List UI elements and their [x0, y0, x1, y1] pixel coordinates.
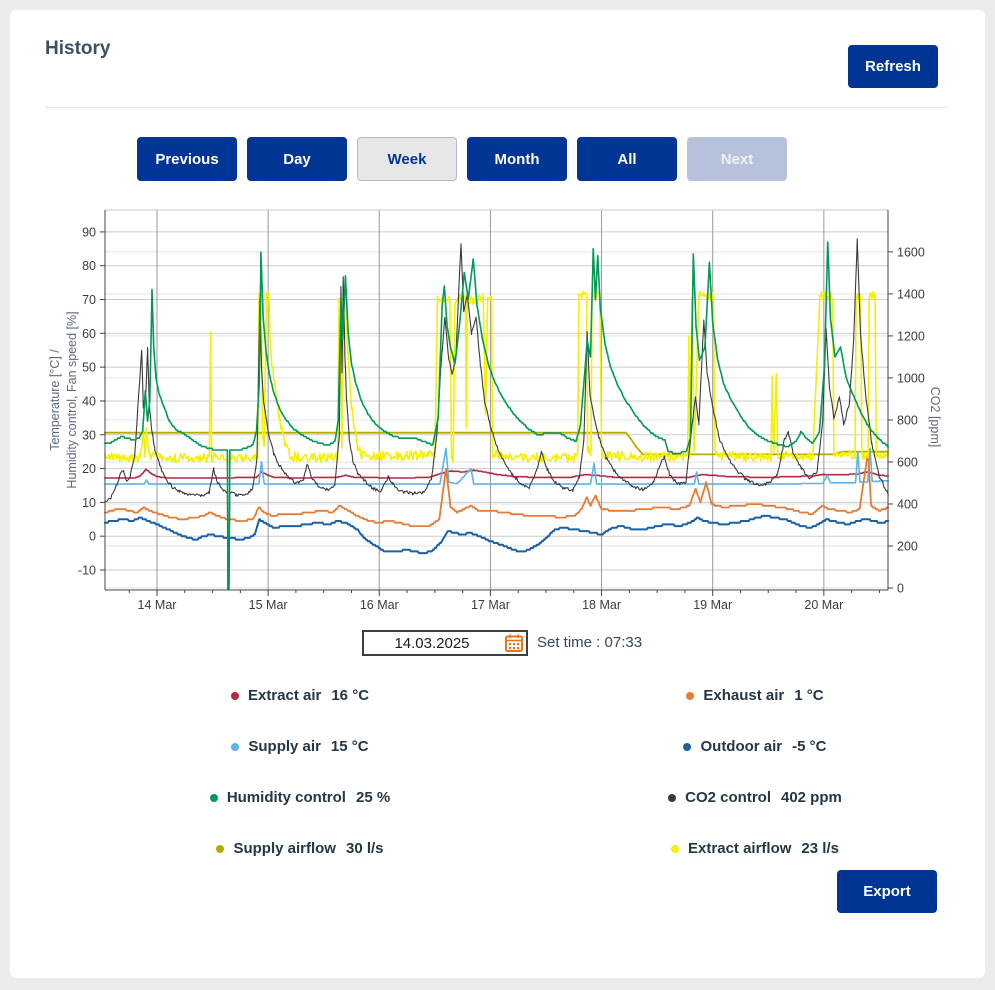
legend-item-supply-air: Supply air 15 °C	[90, 721, 510, 772]
set-time-label: Set time : 07:33	[537, 634, 643, 651]
date-picker	[362, 630, 528, 656]
co2-control-dot-icon	[668, 793, 677, 802]
chart-axes	[100, 209, 893, 596]
legend-label: CO2 control	[685, 789, 771, 806]
svg-text:18 Mar: 18 Mar	[582, 598, 621, 612]
svg-text:90: 90	[82, 225, 96, 239]
chart-series	[103, 238, 890, 591]
header-divider	[45, 107, 948, 108]
date-input[interactable]	[364, 632, 500, 654]
outdoor-air-dot-icon	[683, 742, 692, 751]
legend-value: 25 %	[355, 789, 391, 806]
svg-text:400: 400	[897, 497, 918, 511]
chart-grid	[105, 210, 888, 590]
svg-text:1600: 1600	[897, 245, 925, 259]
history-chart[interactable]: 90 80 70 60 50 40 30 20 10 0 -10 1600 1400 1200 1000 80…	[10, 195, 985, 645]
svg-text:30: 30	[82, 428, 96, 442]
nav-button-next[interactable]: Next	[687, 137, 787, 181]
nav-button-all[interactable]: All	[577, 137, 677, 181]
supply-air-dot-icon	[231, 742, 240, 751]
y-left-axis-label-line2: Humidity control, Fan speed [%]	[65, 311, 79, 488]
legend-item-co2-control: CO2 control 402 ppm	[545, 772, 965, 823]
legend-value: 15 °C	[330, 738, 369, 755]
chart-tick-labels: 90 80 70 60 50 40 30 20 10 0 -10 1600 1400 1200 1000 80…	[78, 225, 925, 612]
legend-value: 23 l/s	[801, 840, 839, 857]
svg-text:10: 10	[82, 496, 96, 510]
svg-text:50: 50	[82, 361, 96, 375]
svg-text:1200: 1200	[897, 329, 925, 343]
svg-text:40: 40	[82, 394, 96, 408]
svg-text:16 Mar: 16 Mar	[360, 598, 399, 612]
y-left-axis-label-line1: Temperature [°C] /	[48, 349, 62, 451]
svg-text:800: 800	[897, 413, 918, 427]
exhaust-air-dot-icon	[686, 691, 695, 700]
legend-label: Extract airflow	[688, 840, 792, 857]
svg-text:0: 0	[897, 582, 904, 596]
legend-value: 402 ppm	[780, 789, 842, 806]
legend-item-supply-airflow: Supply airflow 30 l/s	[90, 823, 510, 874]
legend-label: Humidity control	[226, 789, 346, 806]
svg-text:70: 70	[82, 293, 96, 307]
legend-left-column: Extract air 16 °C Supply air 15 °C Humid…	[90, 670, 510, 874]
legend-value: -5 °C	[792, 738, 827, 755]
svg-text:20: 20	[82, 462, 96, 476]
nav-button-previous[interactable]: Previous	[137, 137, 237, 181]
legend-value: 30 l/s	[345, 840, 384, 857]
page-title: History	[45, 38, 111, 59]
calendar-icon[interactable]	[504, 633, 524, 653]
legend-value: 16 °C	[331, 687, 370, 704]
extract-airflow-dot-icon	[671, 844, 680, 853]
svg-text:19 Mar: 19 Mar	[693, 598, 732, 612]
svg-text:1000: 1000	[897, 371, 925, 385]
svg-text:80: 80	[82, 259, 96, 273]
svg-text:1400: 1400	[897, 287, 925, 301]
y-right-axis-label: CO2 [ppm]	[928, 387, 942, 447]
legend-item-humidity-control: Humidity control 25 %	[90, 772, 510, 823]
svg-text:14 Mar: 14 Mar	[138, 598, 177, 612]
svg-text:60: 60	[82, 327, 96, 341]
legend-value: 1 °C	[794, 687, 824, 704]
svg-text:15 Mar: 15 Mar	[249, 598, 288, 612]
nav-button-week[interactable]: Week	[357, 137, 457, 181]
legend-right-column: Exhaust air 1 °C Outdoor air -5 °C CO2 c…	[545, 670, 965, 874]
svg-text:600: 600	[897, 455, 918, 469]
legend-label: Outdoor air	[700, 738, 783, 755]
legend-item-exhaust-air: Exhaust air 1 °C	[545, 670, 965, 721]
svg-text:200: 200	[897, 539, 918, 553]
svg-text:-10: -10	[78, 564, 96, 578]
export-button[interactable]: Export	[837, 870, 937, 913]
legend-label: Exhaust air	[703, 687, 785, 704]
legend-label: Supply air	[248, 738, 321, 755]
history-panel: History Refresh Previous Day Week Month …	[10, 10, 985, 978]
svg-text:17 Mar: 17 Mar	[471, 598, 510, 612]
nav-button-day[interactable]: Day	[247, 137, 347, 181]
extract-air-dot-icon	[230, 691, 239, 700]
legend-item-extract-airflow: Extract airflow 23 l/s	[545, 823, 965, 874]
nav-button-month[interactable]: Month	[467, 137, 567, 181]
legend-item-extract-air: Extract air 16 °C	[90, 670, 510, 721]
legend-item-outdoor-air: Outdoor air -5 °C	[545, 721, 965, 772]
time-range-nav: Previous Day Week Month All Next	[137, 137, 787, 181]
svg-text:0: 0	[89, 530, 96, 544]
legend-label: Extract air	[247, 687, 322, 704]
legend-label: Supply airflow	[233, 840, 336, 857]
humidity-control-dot-icon	[209, 793, 218, 802]
svg-text:20 Mar: 20 Mar	[804, 598, 843, 612]
refresh-button[interactable]: Refresh	[848, 45, 938, 88]
supply-airflow-dot-icon	[216, 844, 225, 853]
